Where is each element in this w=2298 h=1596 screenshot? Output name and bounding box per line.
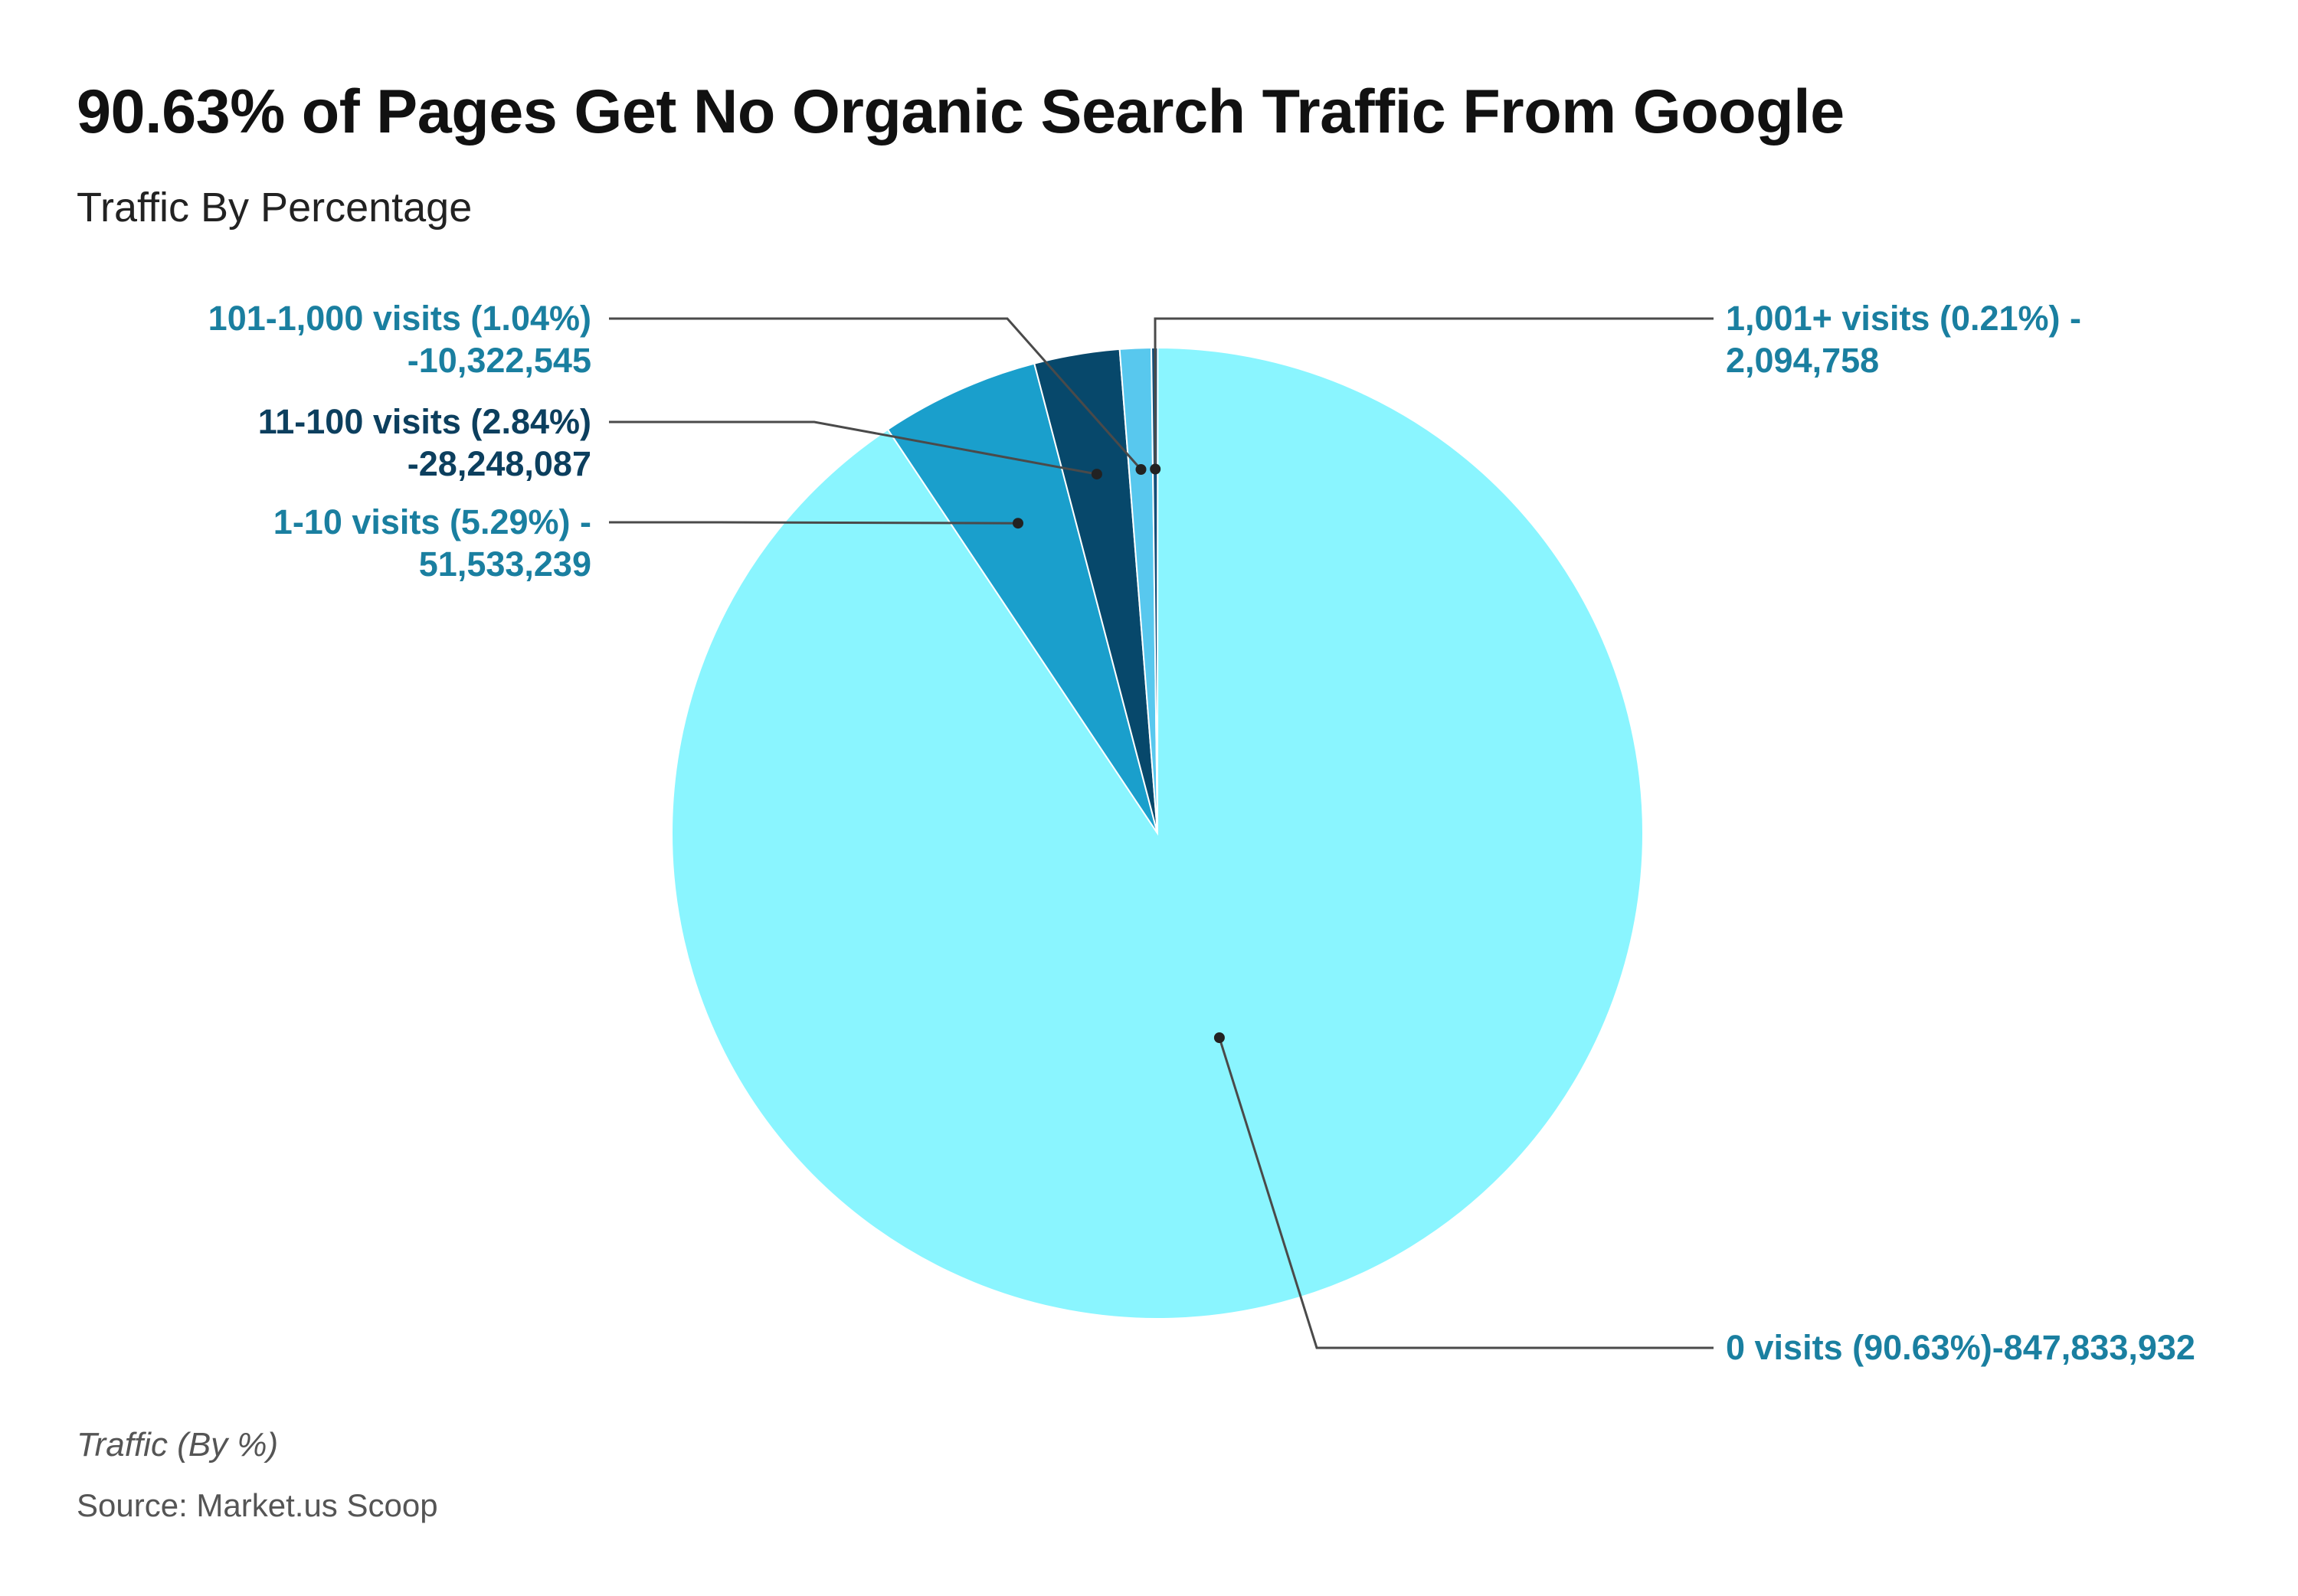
slice-label-line: 11-100 visits (2.84%) bbox=[258, 402, 591, 441]
leader-line-hundred-to-thousand bbox=[609, 317, 1142, 470]
slice-label-line: 1,001+ visits (0.21%) - bbox=[1726, 299, 2081, 338]
slice-label-line: -28,248,087 bbox=[408, 444, 591, 483]
slice-label-zero: 0 visits (90.63%)-847,833,932 bbox=[1726, 1328, 2195, 1367]
page-title: 90.63% of Pages Get No Organic Search Tr… bbox=[77, 77, 1845, 146]
slice-label-line: -10,322,545 bbox=[408, 341, 591, 380]
leader-dot-one-to-ten bbox=[1013, 518, 1023, 529]
leader-line-zero bbox=[1218, 1037, 1714, 1349]
pie-slice-one-to-ten bbox=[886, 362, 1158, 834]
chart-subtitle: Traffic By Percentage bbox=[77, 185, 473, 231]
leader-dot-hundred-to-thousand bbox=[1135, 464, 1147, 475]
slice-label-line: 101-1,000 visits (1.04%) bbox=[208, 299, 591, 338]
leader-lines bbox=[609, 317, 1714, 1349]
leader-line-one-to-ten bbox=[609, 521, 1019, 525]
source-credit: Source: Market.us Scoop bbox=[77, 1487, 438, 1523]
slice-label-line: 51,533,239 bbox=[419, 545, 591, 584]
slice-labels: 0 visits (90.63%)-847,833,932 1-10 visits… bbox=[208, 299, 2195, 1367]
leader-line-eleven-to-hundred bbox=[609, 420, 1098, 476]
leader-line-thousand-plus bbox=[1154, 317, 1714, 469]
slice-label-hundred-to-thousand: 101-1,000 visits (1.04%) -10,322,545 bbox=[208, 299, 591, 380]
pie-slice-zero bbox=[671, 346, 1644, 1320]
leader-dot-eleven-to-hundred bbox=[1091, 469, 1102, 480]
leader-dot-zero bbox=[1213, 1032, 1225, 1043]
pie-slices bbox=[671, 346, 1644, 1320]
slice-label-line: 1-10 visits (5.29%) - bbox=[273, 502, 591, 541]
slice-label-eleven-to-hundred: 11-100 visits (2.84%) -28,248,087 bbox=[258, 402, 591, 483]
footer-note: Traffic (By %) bbox=[77, 1426, 279, 1464]
slice-label-one-to-ten: 1-10 visits (5.29%) - 51,533,239 bbox=[273, 502, 591, 584]
leader-dot-thousand-plus bbox=[1150, 463, 1161, 475]
slice-label-thousand-plus: 1,001+ visits (0.21%) -2,094,758 bbox=[1726, 299, 2081, 380]
slice-label-line: 0 visits (90.63%)-847,833,932 bbox=[1726, 1328, 2195, 1367]
slice-label-line: 2,094,758 bbox=[1726, 341, 1879, 380]
